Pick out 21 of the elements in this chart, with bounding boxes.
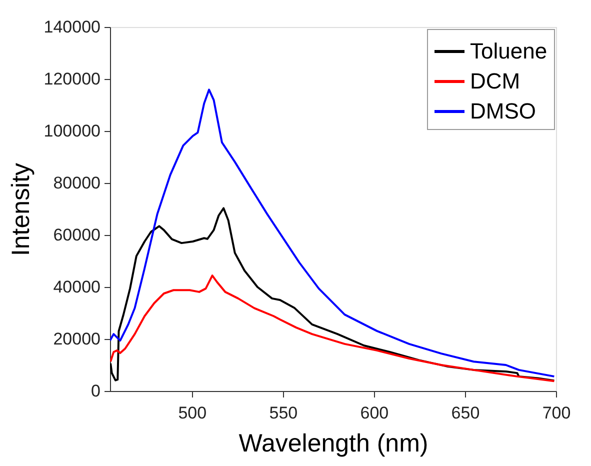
line-series xyxy=(110,88,556,378)
y-tick-label: 100000 xyxy=(44,122,100,140)
y-tick-label: 120000 xyxy=(44,70,100,88)
x-tick-label: 650 xyxy=(451,404,480,422)
legend-label: Toluene xyxy=(470,38,548,64)
y-tick-label: 80000 xyxy=(53,174,100,192)
y-tick-label: 40000 xyxy=(53,278,100,296)
line-series xyxy=(110,207,556,382)
y-tick-label: 0 xyxy=(91,382,100,400)
y-tick-label: 140000 xyxy=(44,18,100,36)
x-axis-title: Wavelength (nm) xyxy=(238,430,428,458)
legend-label: DMSO xyxy=(470,98,536,124)
x-tick-label: 550 xyxy=(269,404,298,422)
legend-label: DCM xyxy=(470,68,520,94)
y-axis-title: Intensity xyxy=(6,162,35,256)
x-tick-label: 700 xyxy=(542,404,571,422)
x-tick-label: 600 xyxy=(360,404,389,422)
y-tick-label: 60000 xyxy=(53,226,100,244)
y-tick-label: 20000 xyxy=(53,330,100,348)
x-tick-label: 500 xyxy=(178,404,207,422)
line-series xyxy=(110,274,556,382)
